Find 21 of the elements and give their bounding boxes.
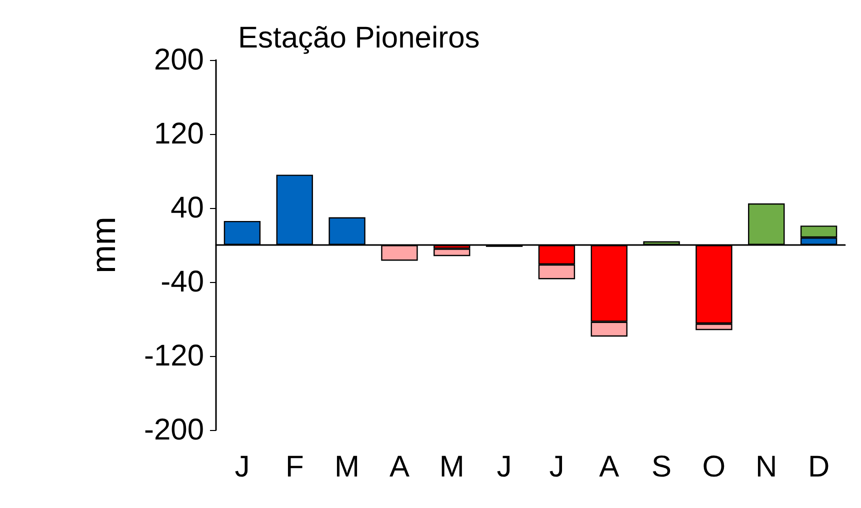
x-tick-label: M	[334, 450, 360, 484]
y-tick-label: 200	[154, 44, 204, 76]
x-tick-label: M	[439, 450, 464, 484]
x-tick-label: J	[234, 450, 250, 484]
x-tick-label: A	[389, 450, 410, 484]
y-tick-label: 120	[154, 118, 204, 150]
x-tick-label: D	[808, 450, 830, 484]
y-tick-label: -120	[144, 340, 204, 372]
bar	[434, 248, 470, 256]
y-axis-title: mm	[85, 216, 123, 274]
y-tick-label: 40	[170, 192, 204, 224]
x-tick-label: N	[756, 450, 778, 484]
x-tick-label: A	[599, 450, 620, 484]
chart-title: Estação Pioneiros	[238, 22, 480, 54]
y-tick-label: -200	[144, 414, 204, 446]
x-tick-label: S	[652, 450, 672, 484]
x-tick-label: J	[549, 450, 564, 484]
x-tick-label: O	[702, 450, 726, 484]
x-tick-label: J	[496, 450, 512, 484]
y-tick-label: -40	[160, 266, 204, 298]
x-tick-label: F	[285, 450, 304, 484]
